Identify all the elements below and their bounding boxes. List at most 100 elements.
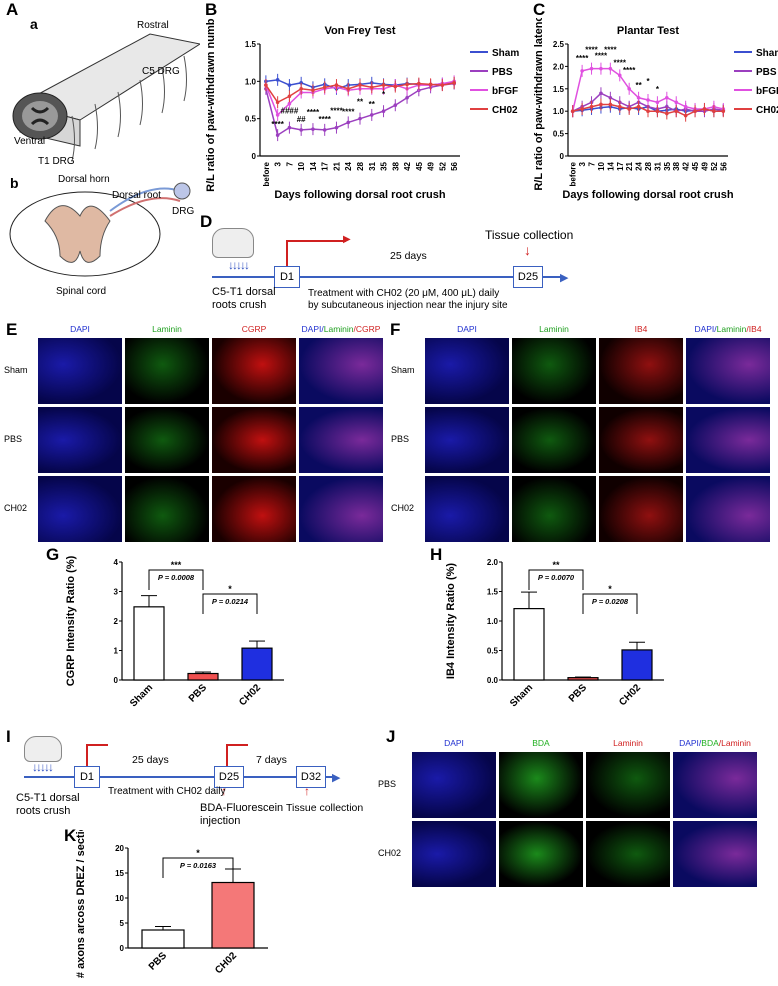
x-tick-label: 7 [588,161,597,166]
x-tick-label: 3 [274,161,283,166]
x-tick-label: 49 [700,161,709,170]
data-point [608,66,613,71]
x-tick-label: 56 [450,161,459,170]
x-tick-label: 31 [368,161,377,170]
data-point [381,109,386,113]
micrograph-panel [512,476,596,542]
comparison-bracket [528,569,584,590]
y-tick-label: 0.0 [487,676,499,685]
column-header: DAPI [70,324,90,334]
merge-header-part: DAPI/ [301,324,324,334]
panel-e-micrographs: DAPI Laminin CGRP DAPI/Laminin/CGRP Sham PBS C… [4,324,388,544]
spinal-cord-label: Spinal cord [56,286,106,297]
micrograph-panel [599,338,683,404]
data-point [358,116,362,121]
data-point [599,91,603,96]
x-tick-label: CH02 [213,950,239,976]
column-header: DAPI [444,738,464,748]
i-days25: 25 days [132,754,169,766]
merge-column-header: DAPI/Laminin/CGRP [299,324,383,334]
y-tick-label: 0.5 [245,115,257,124]
legend-label: bFGF [756,86,778,97]
data-point [683,104,688,109]
x-tick-label: PBS [567,682,590,705]
data-point [683,113,688,118]
axons-bar-chart: 0 5 10 15 20 # axons arcoss DREZ / section PBS… [75,830,268,978]
significance-annotation: ** [635,81,642,90]
y-tick-label: 1.0 [553,107,565,116]
legend-label: PBS [756,67,777,78]
data-point [665,111,669,116]
data-point [369,113,374,117]
d-tissue: Tissue collection [485,228,574,242]
significance-annotation: **** [623,66,636,75]
i-treatment: Treatment with CH02 daily [108,786,226,797]
x-tick-label: 14 [309,161,318,170]
d1-box: D1 [274,266,300,288]
micrograph-panel [299,407,383,473]
micrograph-panel [412,821,496,887]
data-point [608,102,613,107]
significance-annotation: ## [297,115,306,124]
data-point [358,83,362,87]
data-point [580,69,584,73]
data-point [428,82,433,87]
row-label: PBS [4,434,23,444]
data-point [346,87,351,91]
y-tick-label: 4 [114,558,119,567]
x-tick-label: 7 [285,161,294,166]
comparison-bracket [148,569,204,590]
micrograph-panel [212,338,296,404]
data-point [636,104,641,109]
y-tick-label: 10 [115,894,124,903]
data-point [287,101,292,106]
comparison-bracket [202,593,258,614]
significance-annotation: * [382,90,386,99]
y-axis-label: R/L ratio of paw-withdrawn latency [533,18,545,191]
data-point [617,73,622,78]
c5-drg-label: C5 DRG [142,66,180,77]
i-d25-stem [226,744,228,766]
micrograph-panel [125,338,209,404]
y-tick-label: 1.5 [245,40,257,49]
t1-drg-label: T1 DRG [38,156,75,167]
bar-ch02 [211,881,255,949]
i-tissue: Tissue collection [286,802,364,814]
micrograph-panel [673,752,757,818]
merge-header-part: /Laminin [718,738,751,748]
panel-letter-e: E [6,320,18,339]
data-point [665,95,669,100]
y-tick-label: 1.5 [487,588,499,597]
legend-label: CH02 [492,105,518,116]
legend-label: Sham [756,48,778,59]
micrograph-panel [412,752,496,818]
p-value: P = 0.0163 [180,861,217,870]
panel-j-micrographs: DAPI BDA Laminin DAPI/BDA/Laminin PBS CH02 [378,738,774,908]
micrograph-panel [425,476,509,542]
significance-annotation: * [646,77,650,86]
i-start-bar [86,744,108,746]
micrograph-panel [38,338,122,404]
x-tick-label: 38 [672,161,681,170]
significance-annotation: ** [369,100,376,109]
y-tick-label: 0.5 [553,130,565,139]
x-tick-label: 14 [606,161,615,170]
x-tick-label: 45 [691,161,700,170]
data-point [655,109,660,113]
micrograph-panel [512,407,596,473]
y-tick-label: 20 [115,844,124,853]
y-tick-label: 1.0 [245,77,257,86]
y-tick-label: 2.0 [553,62,565,71]
panel-letter-i: I [6,727,11,746]
merge-header-part: Laminin [323,324,354,334]
y-tick-label: 5 [120,919,125,928]
data-point [646,98,650,102]
y-tick-label: 3 [114,588,119,597]
y-axis-label: CGRP Intensity Ratio (%) [65,555,77,686]
timeline-d: ↓↓↓↓↓ ▶ D1 D25 ▶ ↓ 25 days Tissue collec… [200,228,580,323]
column-header: CGRP [241,324,267,334]
panel-f-micrographs: DAPI Laminin IB4 DAPI/Laminin/IB4 Sham PBS CH0… [391,324,775,544]
merge-header-part: /IB4 [746,324,762,334]
y-tick-label: 0 [252,152,257,161]
panel-letter-a: A [6,0,19,19]
